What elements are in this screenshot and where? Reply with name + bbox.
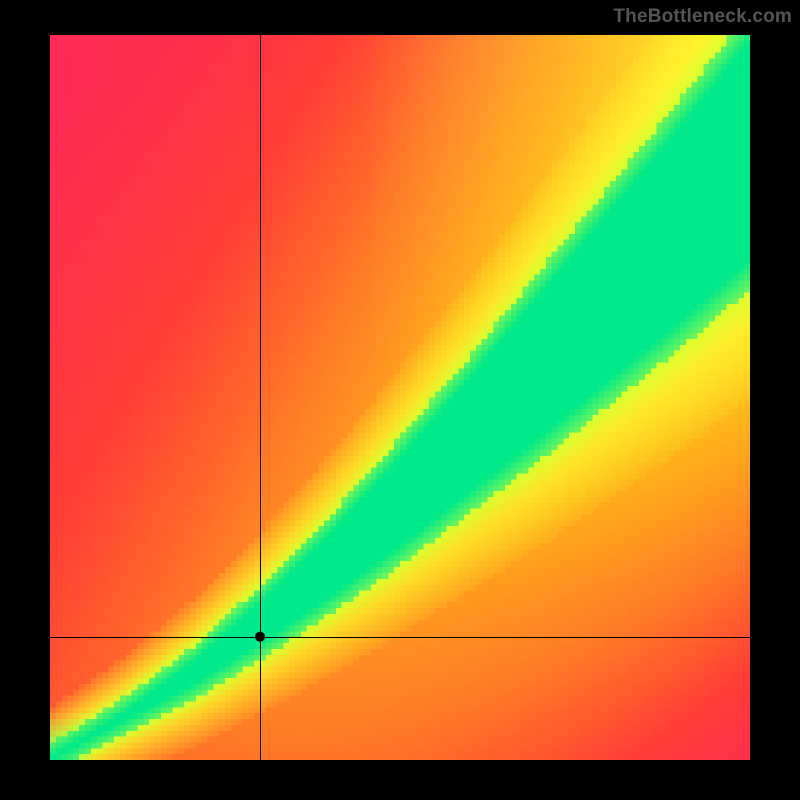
plot-area [50, 35, 750, 760]
chart-container: TheBottleneck.com [0, 0, 800, 800]
watermark-text: TheBottleneck.com [613, 6, 792, 28]
overlay-canvas [50, 35, 750, 760]
